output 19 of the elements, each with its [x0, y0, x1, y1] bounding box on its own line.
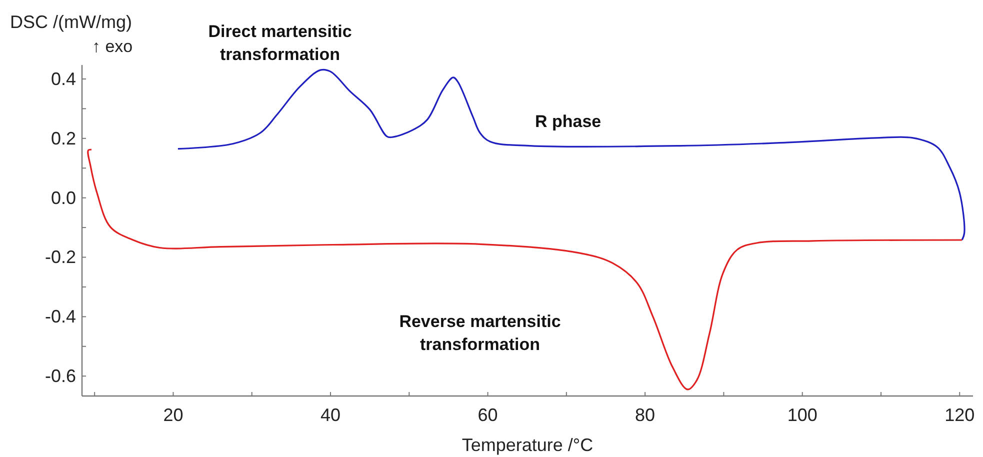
y-tick-label: 0.0 — [50, 188, 76, 208]
x-tick-label: 100 — [787, 405, 818, 425]
y-tick-label: -0.2 — [44, 247, 76, 268]
x-tick-label: 80 — [635, 405, 656, 425]
annotation: R phase — [535, 112, 602, 131]
x-tick-label: 40 — [320, 405, 341, 425]
y-tick-label: -0.6 — [44, 366, 76, 386]
text: Direct martensitic transformation — [208, 22, 352, 64]
y-axis-title: DSC /(mW/mg) ↑ exo — [10, 12, 133, 56]
x-axis-title: Temperature /°C — [462, 435, 594, 455]
y-tick-label: -0.4 — [44, 306, 76, 327]
x-tick-label: 20 — [163, 405, 184, 425]
x-tick-label: 120 — [944, 405, 975, 425]
annotation: Reverse martensitic transformation — [399, 312, 561, 354]
y-tick-label: 0.2 — [50, 128, 76, 148]
line-series — [87, 148, 963, 390]
x-tick-label: 60 — [478, 405, 498, 425]
line-series — [177, 68, 966, 241]
y-tick-label: 0.4 — [50, 68, 76, 89]
